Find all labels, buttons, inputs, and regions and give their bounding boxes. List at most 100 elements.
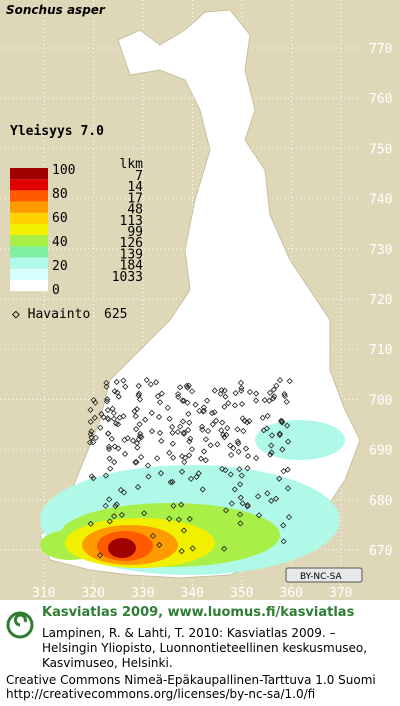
observation-marker [103, 379, 110, 386]
observation-marker [158, 390, 165, 397]
observation-marker [122, 383, 129, 390]
legend-swatch [10, 190, 48, 202]
x-label: 350 [230, 586, 253, 601]
observation-marker [231, 486, 238, 493]
observation-marker [178, 468, 186, 475]
observation-marker [105, 430, 112, 437]
observation-marker [180, 430, 188, 437]
observation-marker [268, 432, 276, 439]
observation-marker [166, 415, 173, 422]
observation-marker [222, 467, 229, 474]
observation-marker [268, 442, 275, 449]
observation-marker [131, 407, 138, 415]
observation-marker [236, 466, 243, 473]
observation-marker [218, 427, 225, 434]
observation-marker [184, 399, 191, 406]
x-label: 340 [181, 586, 204, 601]
legend-level: 100 [52, 163, 75, 178]
observation-marker [117, 486, 124, 494]
observation-marker [276, 430, 283, 437]
observation-marker [174, 391, 182, 398]
observation-marker [209, 421, 216, 428]
observation-marker [156, 541, 163, 549]
observation-marker [237, 379, 244, 386]
observation-marker [279, 446, 286, 453]
x-label: 360 [280, 586, 303, 601]
legend-level: 20 [52, 259, 68, 274]
legend-swatch [10, 257, 48, 269]
observation-marker [112, 502, 119, 510]
observation-marker [175, 393, 182, 400]
observation-marker [240, 427, 247, 435]
observation-marker [105, 443, 113, 450]
observation-marker [219, 419, 226, 426]
observation-marker [244, 419, 251, 426]
badge-text: BY-NC-SA [300, 572, 343, 582]
observation-marker [154, 455, 161, 462]
observation-marker [180, 527, 188, 534]
observation-marker [133, 406, 140, 413]
legend-count: 113 [120, 214, 143, 229]
observation-marker [136, 396, 144, 403]
observation-marker [114, 389, 121, 396]
license-line: Creative Commons Nimeä-Epäkaupallinen-Ta… [6, 673, 376, 687]
y-label: 720 [369, 293, 392, 308]
observation-marker [208, 409, 216, 417]
observation-marker [284, 485, 292, 492]
observation-marker [235, 448, 242, 455]
observation-marker [88, 428, 95, 435]
observation-marker [102, 472, 109, 479]
observation-marker [244, 502, 251, 509]
observation-marker [87, 418, 94, 425]
observation-marker [135, 382, 142, 389]
observation-marker [193, 473, 200, 480]
legend-count: 126 [120, 236, 143, 251]
observation-marker [187, 435, 194, 442]
observation-marker [87, 520, 94, 527]
legend-count: 139 [120, 247, 143, 262]
observation-marker [169, 440, 176, 447]
observation-marker [132, 413, 139, 420]
observation-marker [148, 409, 155, 416]
observation-marker [237, 520, 244, 527]
observation-marker [98, 410, 105, 418]
observation-marker [138, 434, 145, 441]
observation-marker [89, 439, 97, 446]
observation-marker [211, 409, 218, 416]
legend-swatch [10, 179, 48, 191]
observation-marker [244, 453, 252, 460]
observation-marker [174, 428, 181, 435]
x-label: 330 [131, 586, 154, 601]
observation-marker [105, 416, 112, 423]
observation-marker [179, 453, 186, 460]
observation-marker [279, 419, 286, 426]
legend-swatch [10, 201, 48, 213]
observation-marker [239, 500, 246, 507]
observation-marker [202, 436, 210, 443]
observation-marker [120, 413, 127, 420]
observation-marker [145, 473, 152, 480]
observation-marker [179, 397, 186, 404]
observation-marker [270, 386, 277, 393]
license-badge[interactable] [285, 567, 363, 583]
observation-marker [155, 413, 163, 421]
observation-marker [114, 421, 122, 428]
y-label: 700 [369, 393, 392, 408]
observation-marker [179, 418, 187, 425]
observation-marker [197, 455, 205, 462]
observation-marker [235, 440, 242, 447]
observation-marker [187, 475, 195, 482]
observation-marker [237, 494, 244, 501]
legend-level: 40 [52, 235, 68, 250]
observation-marker [166, 449, 173, 456]
observation-marker [188, 446, 196, 453]
observation-marker [285, 514, 293, 521]
legend-swatch [10, 168, 48, 180]
legend-count: 99 [127, 225, 143, 240]
observation-marker [136, 421, 143, 428]
legend-level: 80 [52, 187, 68, 202]
observation-marker [227, 471, 234, 478]
observation-marker [129, 437, 137, 444]
observation-marker [200, 408, 207, 415]
observation-marker [106, 518, 113, 525]
